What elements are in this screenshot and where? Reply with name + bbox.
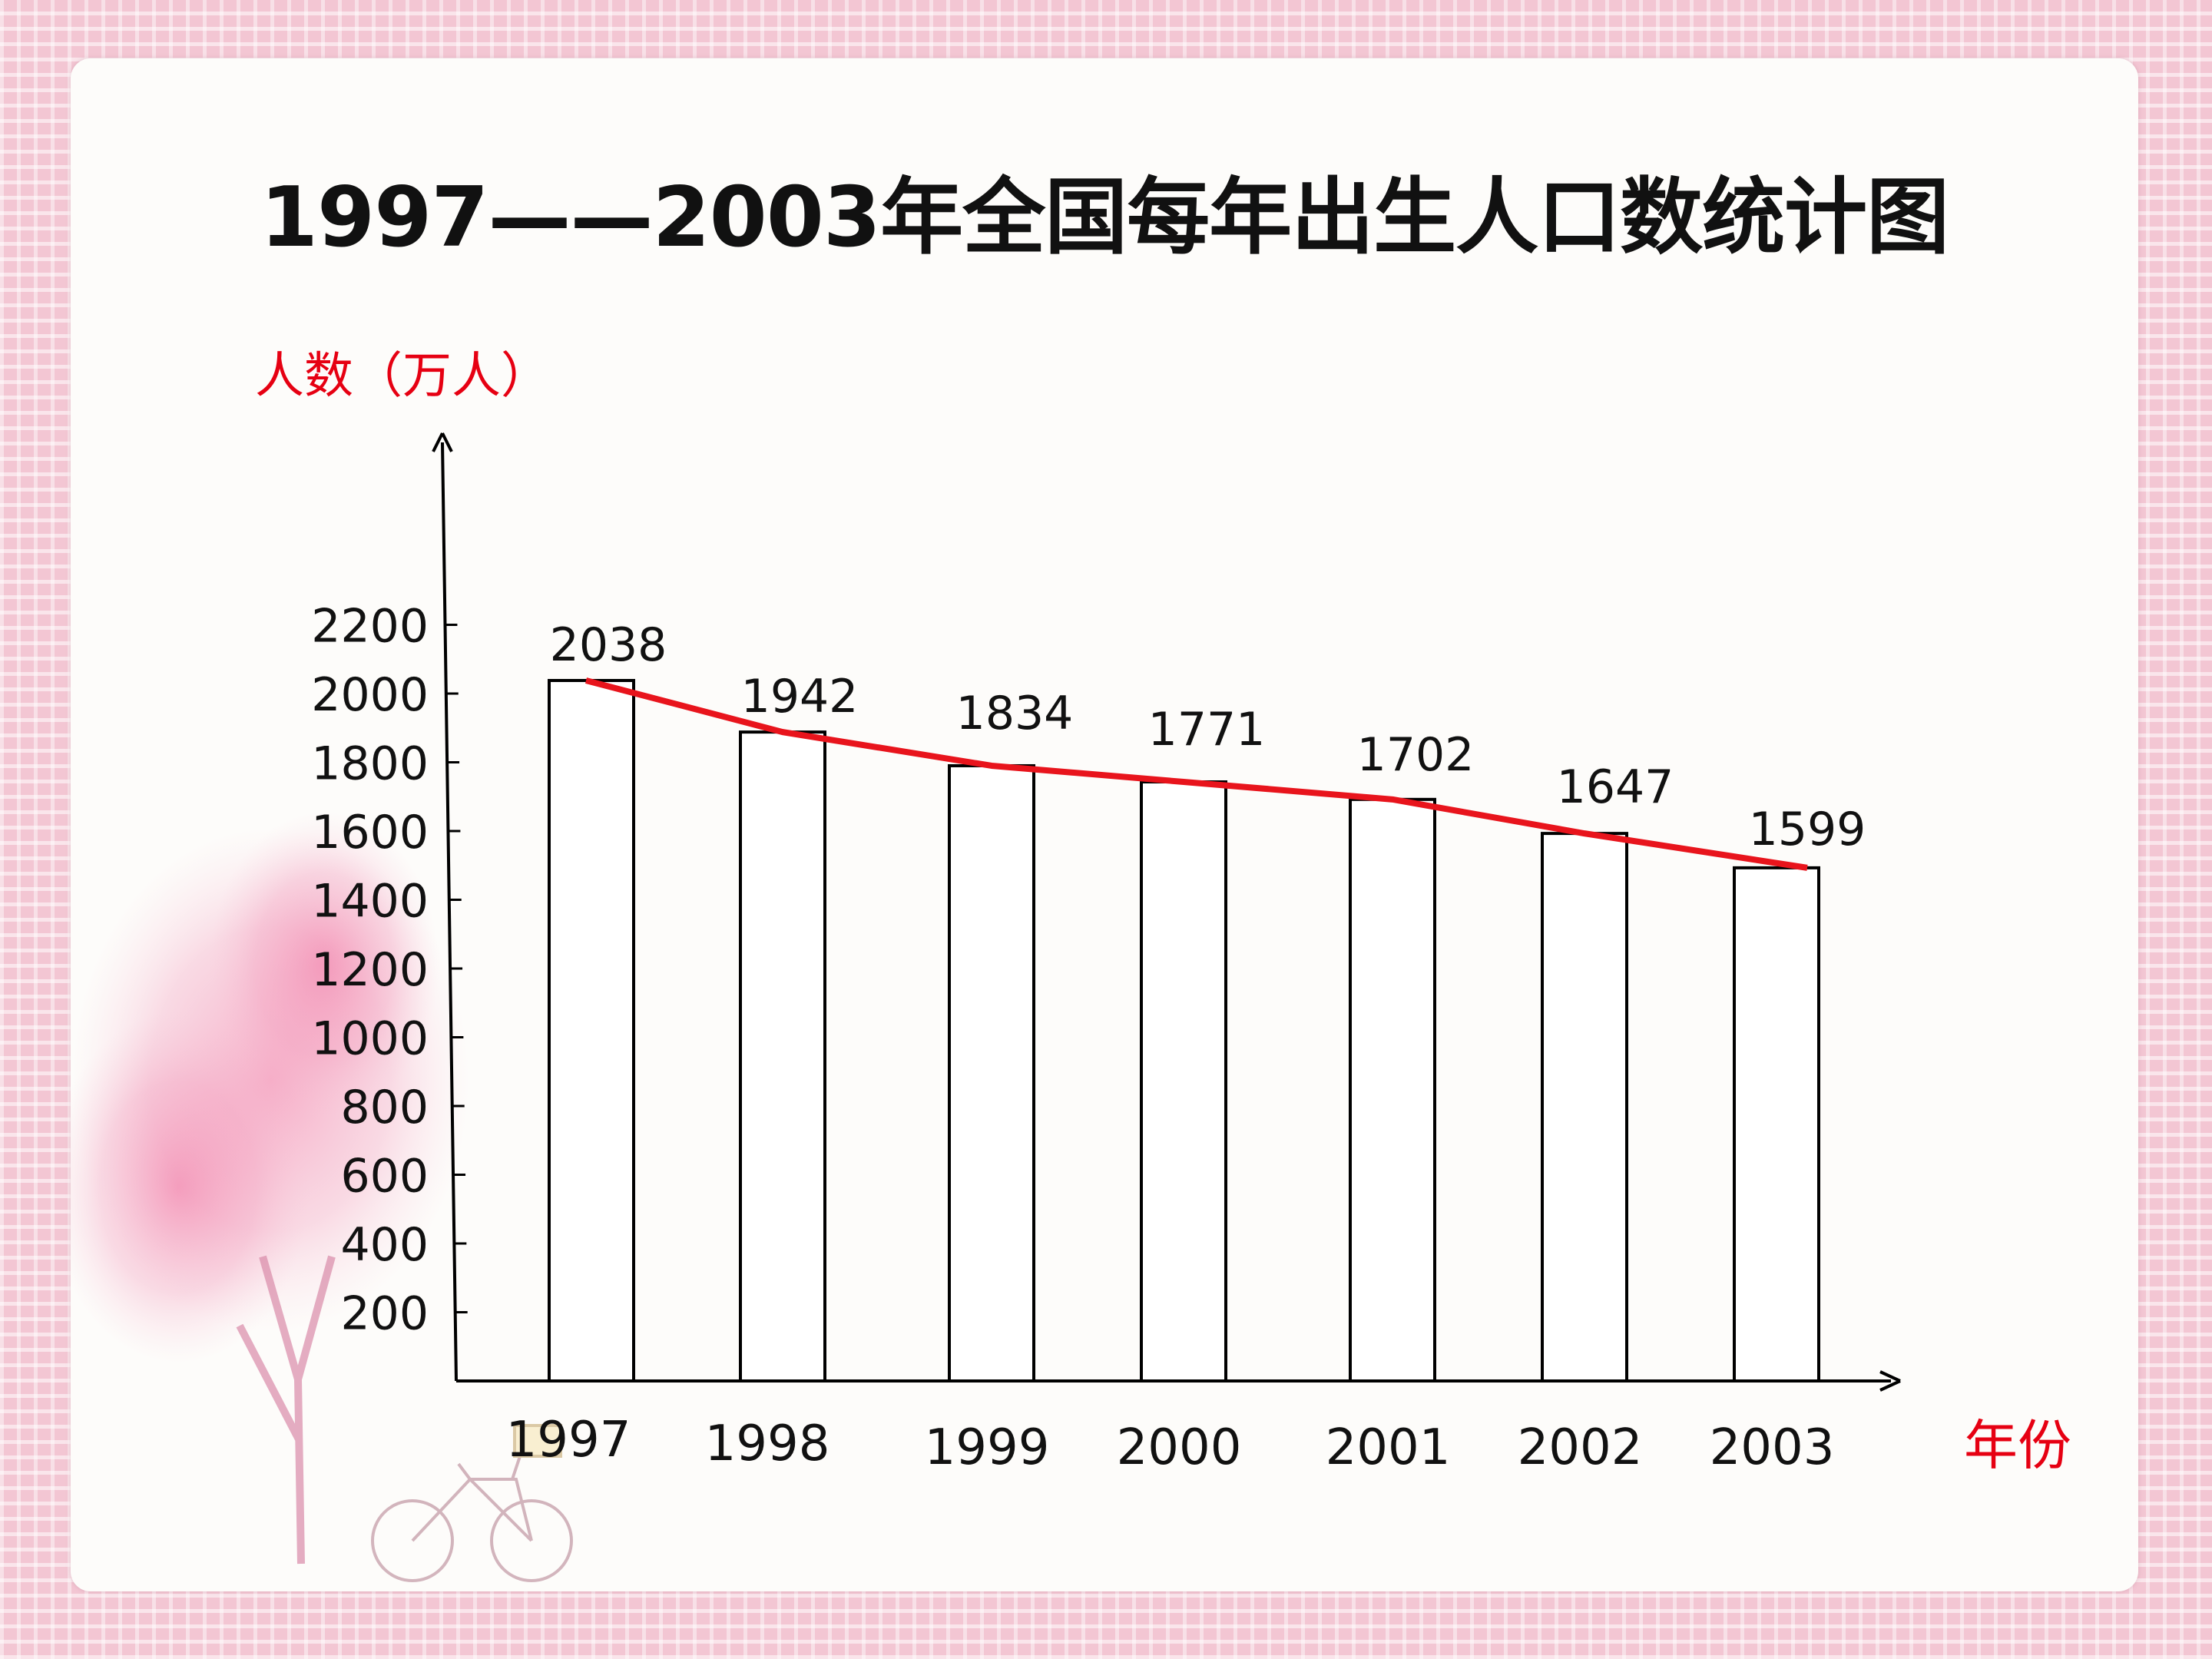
y-tick-label: 1400 [311, 875, 429, 929]
data-label: 1834 [956, 687, 1074, 740]
x-tick-label: 2000 [1117, 1419, 1242, 1476]
bar [1733, 866, 1820, 1382]
y-tick-label: 2000 [311, 668, 429, 722]
y-tick-label: 1600 [311, 806, 429, 859]
y-tick-label: 1200 [311, 943, 429, 997]
x-tick-label: 2003 [1710, 1419, 1835, 1476]
chart-title: 1997——2003年全国每年出生人口数统计图 [260, 170, 1949, 266]
bar [948, 763, 1035, 1382]
data-label: 2038 [550, 618, 667, 672]
slide-panel: 1997——2003年全国每年出生人口数统计图 人数（万人） 年份 2200 20… [71, 58, 2138, 1591]
y-tick-label: 1000 [311, 1012, 429, 1066]
blossom-tree-decoration [71, 811, 573, 1582]
x-axis-arrow [1879, 1370, 1901, 1392]
data-label: 1599 [1749, 803, 1866, 856]
y-tick-label: 800 [340, 1081, 429, 1134]
bar [1541, 832, 1628, 1382]
bicycle-icon [371, 1424, 573, 1582]
y-axis-label: 人数（万人） [255, 348, 550, 405]
y-axis-arrow [432, 432, 453, 452]
bar [1140, 780, 1227, 1382]
data-label: 1647 [1557, 760, 1674, 814]
y-tick-label: 200 [340, 1287, 429, 1341]
y-tick-label: 400 [340, 1218, 429, 1272]
bars [548, 678, 1820, 1382]
y-tick-label: 1800 [311, 737, 429, 791]
bar-chart: 2200 2000 1800 1600 1400 1200 1000 800 600 400 200… [311, 432, 1901, 1476]
x-tick-label: 2002 [1518, 1419, 1643, 1476]
y-axis: 2200 2000 1800 1600 1400 1200 1000 800 600 400 200 [311, 432, 468, 1382]
y-tick-label: 600 [340, 1150, 429, 1204]
bar [1349, 797, 1436, 1382]
trend-line [584, 677, 1808, 871]
trend-line-group [584, 677, 1808, 871]
x-tick-label: 1997 [506, 1412, 631, 1469]
x-axis-label: 年份 [1964, 1414, 2071, 1477]
x-tick-label: 1998 [705, 1416, 830, 1472]
bar [739, 730, 826, 1382]
data-label: 1702 [1357, 728, 1475, 782]
bar [548, 678, 635, 1382]
data-label: 1942 [741, 670, 859, 724]
x-axis: 1997 1998 1999 2000 2001 2002 2003 [456, 1370, 1901, 1476]
y-axis-line [441, 442, 458, 1382]
y-tick-label: 2200 [311, 600, 429, 654]
data-labels: 2038 1942 1834 1771 1702 1647 1599 [550, 618, 1866, 856]
x-tick-label: 1999 [925, 1419, 1050, 1476]
x-tick-label: 2001 [1326, 1419, 1451, 1476]
data-label: 1771 [1148, 703, 1266, 757]
